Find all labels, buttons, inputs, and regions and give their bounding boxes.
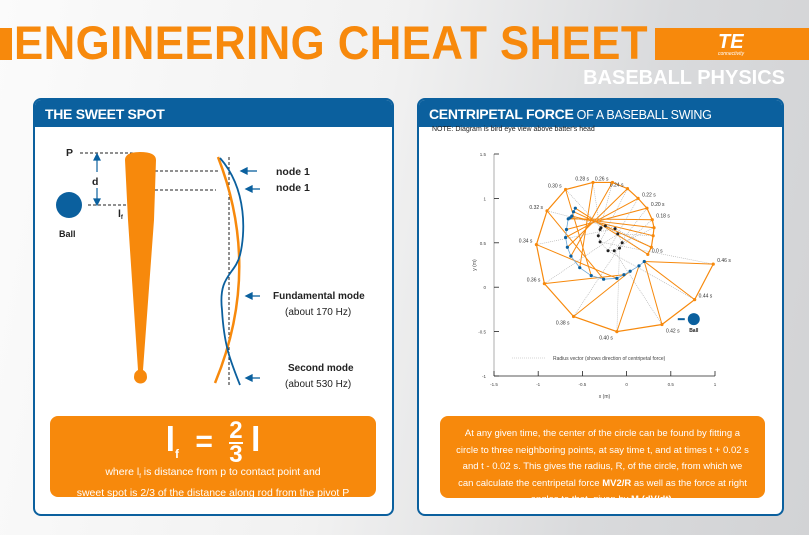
page-subtitle: BASEBALL PHYSICS [583,67,785,89]
formula-description: where lf is distance from p to contact p… [76,466,350,500]
sweet-spot-heading: THE SWEET SPOT [35,100,392,127]
te-logo: TE connectivity [718,31,745,57]
centripetal-explanation: At any given time, the center of the cir… [440,416,765,505]
page-title: ENGINEERING CHEAT SHEET [14,16,649,69]
title-band-left [0,28,12,60]
centripetal-heading: CENTRIPETAL FORCE OF A BASEBALL SWING [419,100,782,127]
diagram-note: NOTE: Diagram is bird eye view above bat… [432,126,595,133]
title-band-right [655,28,809,60]
